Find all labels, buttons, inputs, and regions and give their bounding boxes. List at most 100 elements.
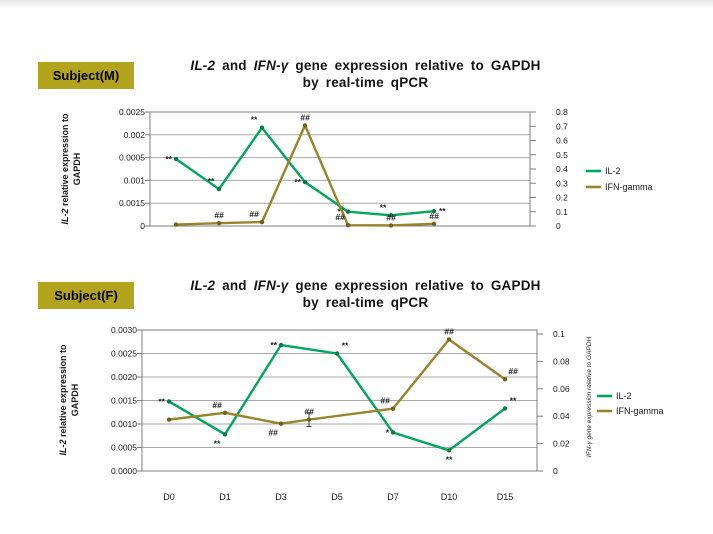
- significance-annotation: **: [208, 176, 215, 186]
- title-rest: gene expression relative to GAPDH: [288, 58, 541, 73]
- significance-annotation: **: [270, 340, 277, 350]
- ifn-gamma-point: [216, 220, 222, 226]
- chart-subject-f: 0.0030 0.0025 0.0020 0.0015 0.0010 0.0005 0.00…: [58, 325, 664, 502]
- left-axis-tick-label: 0.0005: [119, 153, 145, 163]
- left-axis-tick-label: 0: [140, 221, 145, 231]
- significance-annotation: *: [386, 427, 390, 437]
- legend-label: IL-2: [605, 166, 621, 176]
- top-edge-shade: [0, 0, 713, 9]
- ifn-gamma-point: [166, 417, 172, 422]
- left-axis-tick-label: 0.002: [124, 130, 146, 140]
- il2-point: [216, 186, 222, 192]
- x-axis-label: D0: [163, 492, 175, 502]
- il2-line: [174, 126, 436, 217]
- y-left-axis-title-line1: IL-2 relative expression to: [58, 344, 68, 456]
- ifn-gamma-point: [302, 123, 308, 128]
- il2-line: [167, 343, 507, 452]
- significance-annotation: **: [510, 395, 517, 405]
- chart-m-title-line1: IL-2 and IFN-γ gene expression relative …: [138, 58, 593, 73]
- chart-m-title: IL-2 and IFN-γ gene expression relative …: [138, 58, 593, 90]
- significance-annotation: ##: [429, 211, 439, 221]
- title-gene-ifn: IFN-γ: [253, 58, 289, 73]
- legend-label: IL-2: [616, 391, 632, 401]
- ifn-gamma-point: [388, 223, 394, 228]
- ifn-gamma-point: [446, 337, 452, 342]
- legend-label: IFN-gamma: [616, 406, 664, 416]
- significance-annotation: ##: [304, 407, 314, 417]
- ifn-gamma-point: [345, 222, 351, 228]
- ifn-gamma-point: [259, 219, 265, 225]
- legend-label: IFN-gamma: [605, 182, 653, 192]
- x-axis-label: D15: [497, 492, 514, 502]
- ifn-gamma-point: [306, 417, 312, 422]
- significance-annotation: **: [294, 177, 301, 187]
- title-rest: gene expression relative to GAPDH: [288, 278, 541, 293]
- il2-point: [502, 406, 508, 411]
- significance-annotation: ##: [214, 210, 224, 220]
- right-axis-tick-label: 0.1: [553, 329, 565, 339]
- ifn-gamma-point: [390, 406, 396, 411]
- right-axis-tick-label: 0.8: [556, 107, 568, 117]
- significance-annotation: ##: [508, 366, 518, 376]
- right-axis-tick-label: 0.04: [553, 411, 570, 421]
- significance-annotation: **: [380, 202, 387, 212]
- x-axis-label: D7: [387, 492, 399, 502]
- il2-point: [431, 208, 437, 214]
- il2-point: [222, 432, 228, 437]
- chart-f-title-line2: by real-time qPCR: [302, 295, 429, 310]
- significance-annotation: ##: [249, 209, 259, 219]
- chart-f-title: IL-2 and IFN-γ gene expression relative …: [138, 278, 593, 310]
- title-and: and: [215, 58, 254, 73]
- right-axis-tick-label: 0.2: [556, 193, 568, 203]
- il2-point: [166, 399, 172, 404]
- x-axis-label: D1: [219, 492, 231, 502]
- right-axis-tick-label: 0.06: [553, 384, 570, 394]
- il2-point: [334, 351, 340, 356]
- left-axis-tick-label: 0.0010: [111, 419, 137, 429]
- x-axis-label: D3: [275, 492, 287, 502]
- ifn-gamma-point: [173, 222, 179, 227]
- title-gene-il2: IL-2: [190, 278, 216, 293]
- left-axis-tick-label: 0.0015: [119, 198, 145, 208]
- x-axis-label: D10: [441, 492, 458, 502]
- right-axis-tick-label: 0.1: [556, 207, 568, 217]
- significance-annotation: **: [251, 115, 258, 125]
- il2-point: [390, 430, 396, 435]
- subject-f-badge: Subject(F): [38, 282, 134, 309]
- chart-m-title-line2: by real-time qPCR: [302, 75, 429, 90]
- il2-point: [278, 342, 284, 348]
- left-axis-tick-label: 0.0025: [119, 107, 145, 117]
- significance-annotation: **: [446, 454, 453, 464]
- right-axis-tick-label: 0.5: [556, 150, 568, 160]
- il2-point: [173, 156, 179, 162]
- il2-point: [302, 179, 308, 185]
- significance-annotation: ##: [444, 326, 454, 336]
- chart-f-title-line1: IL-2 and IFN-γ gene expression relative …: [138, 278, 593, 293]
- right-axis-tick-label: 0: [553, 466, 558, 476]
- title-gene-il2: IL-2: [190, 58, 216, 73]
- right-axis-tick-label: 0.3: [556, 178, 568, 188]
- x-axis-label: D5: [331, 492, 343, 502]
- subject-m-badge: Subject(M): [38, 62, 134, 89]
- significance-annotation: ##: [268, 428, 278, 438]
- significance-annotation: ##: [300, 112, 310, 122]
- significance-annotation: ##: [386, 212, 396, 222]
- right-axis-tick-label: 0: [556, 221, 561, 231]
- right-axis-tick-label: 0.08: [553, 356, 570, 366]
- title-and: and: [215, 278, 254, 293]
- ifn-gamma-point: [222, 410, 228, 415]
- right-axis-tick-label: 0.4: [556, 164, 568, 174]
- significance-annotation: **: [158, 396, 165, 406]
- il2-point: [388, 213, 394, 218]
- significance-annotation: **: [439, 206, 446, 216]
- plot-border: [141, 329, 538, 472]
- chart-subject-m: 0.0025 0.002 0.0005 0.001 0.0015 0 0.8 0.7 0.6 0.…: [60, 107, 653, 231]
- left-axis-tick-label: 0.0015: [111, 396, 137, 406]
- significance-annotation: **: [214, 438, 221, 448]
- y-left-axis-title-line2: GAPDH: [70, 384, 80, 417]
- ifn-gamma-point: [502, 377, 508, 382]
- left-axis-tick-label: 0.001: [124, 175, 146, 185]
- right-axis-tick-label: 0.6: [556, 136, 568, 146]
